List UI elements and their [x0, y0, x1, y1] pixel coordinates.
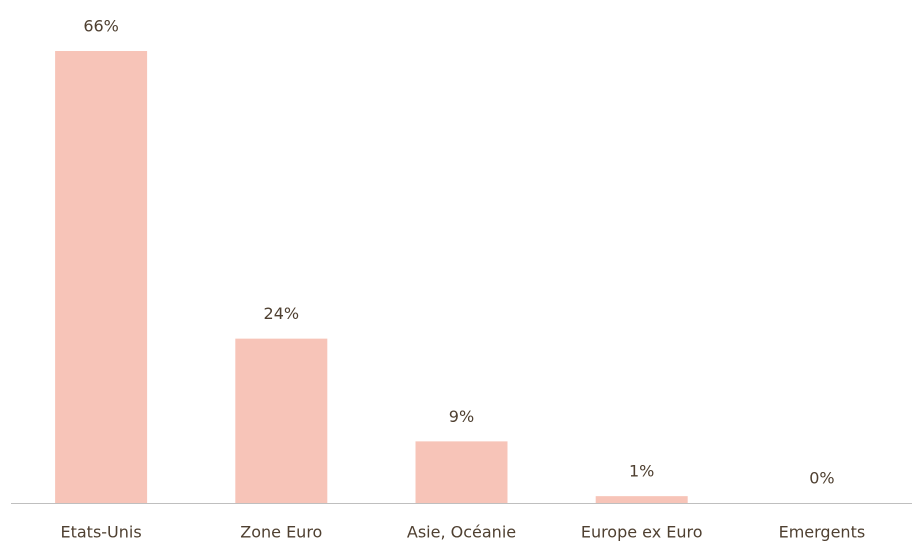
data-label: 0%	[809, 469, 834, 488]
data-label: 9%	[449, 407, 474, 426]
x-tick-label: Zone Euro	[240, 523, 322, 542]
bar	[55, 51, 148, 503]
x-tick-label: Europe ex Euro	[581, 523, 703, 542]
bar	[235, 338, 328, 503]
bar	[415, 441, 508, 503]
data-label: 1%	[629, 462, 654, 481]
x-tick-label: Etats-Unis	[60, 523, 141, 542]
x-tick-label: Emergents	[779, 523, 866, 542]
x-tick-label: Asie, Océanie	[407, 523, 516, 542]
bar	[595, 496, 688, 503]
data-label: 24%	[264, 304, 300, 323]
data-label: 66%	[83, 17, 119, 36]
